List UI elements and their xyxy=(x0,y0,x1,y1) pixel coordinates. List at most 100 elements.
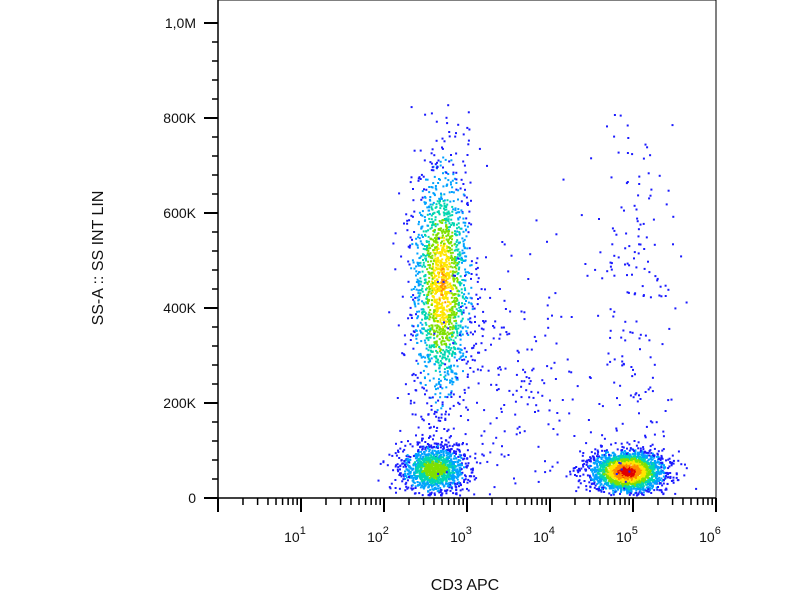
density-points xyxy=(377,104,698,497)
event-point xyxy=(443,458,446,461)
event-point xyxy=(615,456,618,459)
event-point xyxy=(421,236,424,238)
event-point xyxy=(602,466,605,468)
event-point xyxy=(579,450,582,453)
event-point xyxy=(450,241,453,243)
event-point xyxy=(431,325,434,328)
event-point xyxy=(425,188,428,191)
event-point xyxy=(677,459,680,462)
event-point xyxy=(439,318,442,321)
event-point xyxy=(446,281,449,284)
event-point xyxy=(440,303,443,305)
event-point xyxy=(429,478,432,481)
event-point xyxy=(468,272,471,275)
event-point xyxy=(428,474,431,477)
event-point xyxy=(440,316,443,319)
event-point xyxy=(441,146,443,149)
event-point xyxy=(436,244,439,246)
event-point xyxy=(419,483,422,486)
event-point xyxy=(430,485,433,488)
event-point xyxy=(423,216,426,219)
event-point xyxy=(423,387,425,390)
event-point xyxy=(439,396,442,399)
event-point xyxy=(428,271,431,274)
event-point xyxy=(637,476,640,479)
event-point xyxy=(442,311,445,314)
event-point xyxy=(442,262,445,265)
event-point xyxy=(441,316,444,318)
event-point xyxy=(456,474,459,477)
event-point xyxy=(450,256,453,259)
event-point xyxy=(614,442,617,445)
event-point xyxy=(455,300,458,303)
event-point xyxy=(429,461,432,464)
event-point xyxy=(650,492,653,494)
event-point xyxy=(423,201,426,204)
event-point xyxy=(447,179,450,182)
event-point xyxy=(451,272,454,275)
event-point xyxy=(467,318,470,321)
event-point xyxy=(454,465,457,467)
event-point xyxy=(440,293,443,296)
event-point xyxy=(660,464,663,466)
event-point xyxy=(473,475,476,478)
event-point xyxy=(443,319,446,322)
event-point xyxy=(453,452,456,454)
event-point xyxy=(464,296,467,299)
event-point xyxy=(426,287,429,290)
event-point xyxy=(409,472,412,475)
event-point xyxy=(430,283,433,286)
event-point xyxy=(440,244,442,247)
event-point xyxy=(462,370,464,373)
event-point xyxy=(427,413,430,416)
event-point xyxy=(432,266,435,269)
event-point xyxy=(450,314,453,317)
event-point xyxy=(442,479,445,482)
event-point xyxy=(611,473,614,476)
event-point xyxy=(439,307,442,310)
event-point xyxy=(594,484,597,487)
event-point xyxy=(659,459,662,461)
event-point xyxy=(416,376,419,379)
event-point xyxy=(420,415,423,418)
event-point xyxy=(467,386,470,389)
event-point xyxy=(670,480,673,482)
event-point xyxy=(604,473,606,476)
event-point xyxy=(425,297,428,300)
event-point xyxy=(428,427,431,430)
event-point xyxy=(431,254,434,257)
event-point xyxy=(662,475,665,478)
event-point xyxy=(433,320,436,323)
event-point xyxy=(430,472,433,475)
event-point xyxy=(462,245,465,247)
event-point xyxy=(439,446,442,449)
event-point xyxy=(444,242,447,245)
event-point xyxy=(612,483,615,486)
event-point xyxy=(434,460,437,463)
event-point xyxy=(456,468,459,471)
event-point xyxy=(447,104,450,107)
event-point xyxy=(431,478,434,481)
event-point xyxy=(610,478,612,481)
event-point xyxy=(475,342,478,345)
event-point xyxy=(581,454,584,457)
event-point xyxy=(434,246,437,249)
event-point xyxy=(449,314,452,317)
event-point xyxy=(470,468,473,471)
event-point xyxy=(437,273,440,276)
event-point xyxy=(440,227,442,230)
event-point xyxy=(403,334,406,337)
event-point xyxy=(439,360,442,362)
event-point xyxy=(404,463,406,466)
event-point xyxy=(602,473,605,476)
event-point xyxy=(618,485,621,488)
event-point xyxy=(449,379,452,382)
event-point xyxy=(404,478,406,480)
event-point xyxy=(454,336,457,339)
event-point xyxy=(451,222,454,224)
event-point xyxy=(457,222,460,225)
event-point xyxy=(442,239,445,242)
event-point xyxy=(428,272,431,275)
event-point xyxy=(637,455,639,458)
event-point xyxy=(420,173,423,176)
